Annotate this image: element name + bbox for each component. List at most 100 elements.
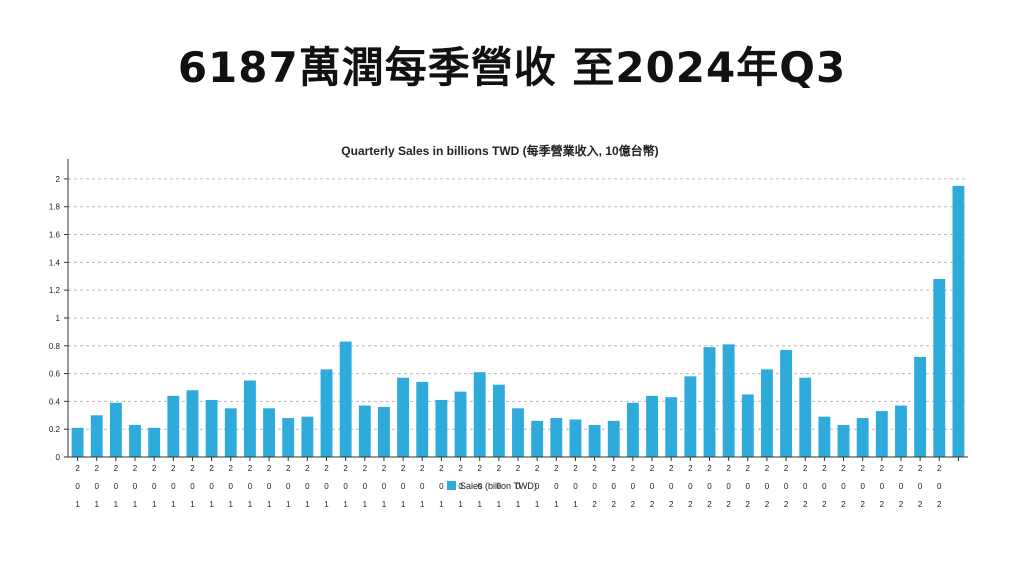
- bar: [512, 408, 524, 457]
- y-tick-label: 2: [56, 175, 61, 184]
- bar: [243, 380, 256, 457]
- bar: [473, 372, 486, 457]
- legend-label: Sales (billion TWD): [460, 481, 537, 491]
- bar: [646, 395, 658, 457]
- bar: [358, 405, 371, 457]
- bar: [626, 402, 639, 457]
- legend-swatch: [447, 481, 456, 490]
- bar: [301, 416, 314, 457]
- bar: [703, 347, 716, 457]
- gridlines: [68, 178, 968, 430]
- bar: [492, 384, 505, 457]
- bar: [397, 377, 410, 457]
- bar: [129, 425, 141, 457]
- bar: [588, 425, 601, 457]
- y-tick-label: 1.6: [49, 231, 61, 240]
- bar: [569, 419, 582, 457]
- y-tick-label: 0.6: [49, 370, 61, 379]
- bar: [109, 402, 122, 457]
- bar: [186, 390, 199, 457]
- y-tick-label: 1.2: [49, 286, 61, 295]
- bar: [761, 369, 773, 457]
- bar: [71, 427, 84, 457]
- bar: [282, 418, 295, 457]
- bar: [435, 399, 448, 457]
- bar: [167, 395, 180, 457]
- bar: [607, 420, 620, 457]
- bar: [378, 406, 390, 457]
- bar: [837, 425, 850, 457]
- bar: [665, 397, 678, 457]
- bar: [856, 418, 869, 457]
- bar: [320, 369, 333, 457]
- bar: [205, 399, 218, 457]
- page-title: 6187萬潤每季營收 至2024年Q3: [177, 43, 847, 92]
- bar: [90, 415, 103, 457]
- bar: [818, 416, 831, 457]
- bar: [799, 377, 812, 457]
- bar-series: [71, 185, 965, 457]
- y-tick-label: 1.4: [49, 258, 61, 267]
- x-axis: 2 0 1 2 0 1 2 0 1 2 0 1 2 0 1 2 0 1 2 0 1 2 0 1 2 0 1 2 0 1 2 0 1 2 0 1 2 0 1 2…: [68, 456, 968, 509]
- bar: [416, 381, 429, 457]
- y-tick-label: 0.2: [49, 425, 61, 434]
- bar: [952, 185, 965, 457]
- y-tick-label: 0: [56, 453, 61, 462]
- bar: [550, 418, 563, 457]
- bar: [684, 376, 697, 457]
- y-tick-label: 1.8: [49, 203, 61, 212]
- bar: [895, 405, 907, 457]
- legend: Sales (billion TWD): [447, 481, 537, 491]
- bar: [454, 391, 467, 457]
- bar: [148, 427, 161, 457]
- bar: [263, 408, 275, 457]
- bar: [780, 349, 793, 457]
- bar: [224, 408, 237, 457]
- bar: [531, 420, 544, 457]
- bar: [914, 356, 927, 457]
- bar: [741, 394, 754, 457]
